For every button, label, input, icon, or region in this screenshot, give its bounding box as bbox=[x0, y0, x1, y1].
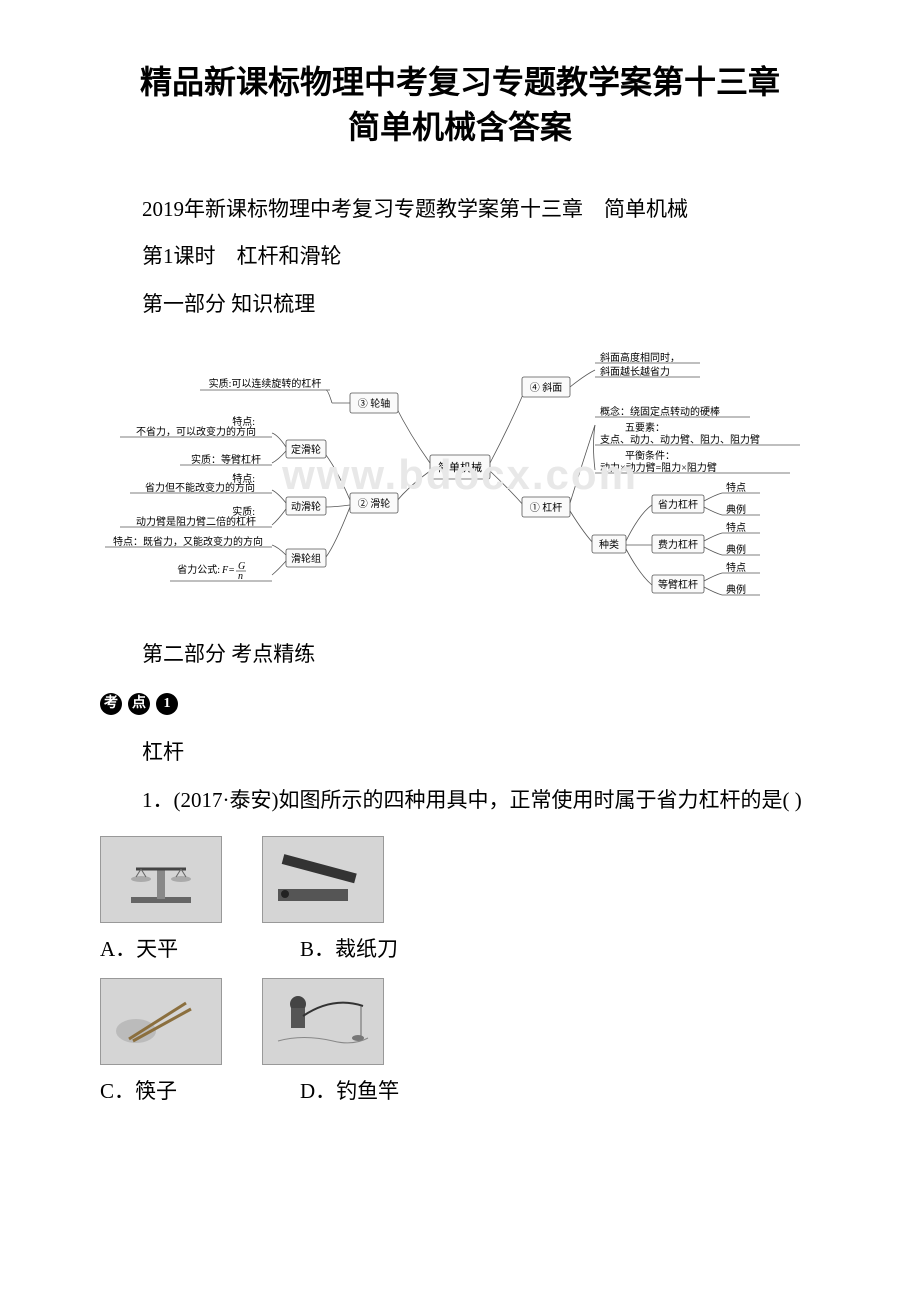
svg-text:动滑轮: 动滑轮 bbox=[291, 500, 321, 513]
svg-text:支点、动力、动力臂、阻力、阻力臂: 支点、动力、动力臂、阻力、阻力臂 bbox=[600, 433, 760, 446]
exam-point-badge: 考 点 1 bbox=[100, 693, 180, 715]
svg-text:动力臂是阻力臂二倍的杠杆: 动力臂是阻力臂二倍的杠杆 bbox=[136, 515, 256, 528]
option-labels-row-2: C．筷子 D．钓鱼竿 bbox=[100, 1075, 820, 1105]
svg-text:不省力，可以改变力的方向: 不省力，可以改变力的方向 bbox=[136, 425, 256, 438]
option-a: A．天平 bbox=[100, 933, 260, 963]
svg-text:省力但不能改变力的方向: 省力但不能改变力的方向 bbox=[145, 481, 255, 494]
svg-text:平衡条件：: 平衡条件： bbox=[625, 449, 675, 462]
option-images-row-2 bbox=[100, 978, 820, 1065]
svg-text:简单机械: 简单机械 bbox=[438, 460, 482, 474]
svg-text:斜面越长越省力: 斜面越长越省力 bbox=[600, 365, 670, 378]
svg-text:省力杠杆: 省力杠杆 bbox=[658, 498, 698, 511]
svg-text:② 滑轮: ② 滑轮 bbox=[358, 497, 391, 510]
svg-text:滑轮组: 滑轮组 bbox=[291, 552, 321, 565]
question-1: 1．(2017·泰安)如图所示的四种用具中，正常使用时属于省力杠杆的是( ) bbox=[100, 781, 820, 821]
image-balance-scale bbox=[100, 836, 222, 923]
svg-text:省力公式:: 省力公式: bbox=[177, 563, 220, 576]
svg-text:特点: 特点 bbox=[726, 482, 746, 494]
svg-text:典例: 典例 bbox=[726, 503, 746, 516]
topic-text: 杠杆 bbox=[100, 733, 820, 773]
svg-text:实质：等臂杠杆: 实质：等臂杠杆 bbox=[191, 453, 261, 466]
option-d: D．钓鱼竿 bbox=[300, 1075, 460, 1105]
image-paper-cutter bbox=[262, 836, 384, 923]
title-line-1: 精品新课标物理中考复习专题教学案第十三章 bbox=[140, 64, 780, 100]
svg-text:斜面高度相同时，: 斜面高度相同时， bbox=[600, 351, 680, 364]
svg-text:实质:可以连续旋转的杠杆: 实质:可以连续旋转的杠杆 bbox=[209, 377, 322, 390]
svg-text:种类: 种类 bbox=[599, 538, 619, 551]
svg-text:特点: 特点 bbox=[726, 562, 746, 574]
lesson-text: 第1课时 杠杆和滑轮 bbox=[100, 237, 820, 277]
mindmap-diagram: www.bdocx.com .box { fill: #fafafa; stro… bbox=[100, 335, 820, 615]
svg-text:概念：绕固定点转动的硬棒: 概念：绕固定点转动的硬棒 bbox=[600, 405, 720, 418]
option-images-row-1 bbox=[100, 836, 820, 923]
svg-text:特点：既省力，又能改变力的方向: 特点：既省力，又能改变力的方向 bbox=[113, 535, 263, 548]
svg-text:特点: 特点 bbox=[726, 522, 746, 534]
mindmap-svg: .box { fill: #fafafa; stroke: #555; stro… bbox=[100, 335, 820, 615]
svg-text:典例: 典例 bbox=[726, 583, 746, 596]
document-title: 精品新课标物理中考复习专题教学案第十三章 简单机械含答案 bbox=[100, 60, 820, 150]
option-c: C．筷子 bbox=[100, 1075, 260, 1105]
image-fishing-rod bbox=[262, 978, 384, 1065]
svg-text:动力×动力臂=阻力×阻力臂: 动力×动力臂=阻力×阻力臂 bbox=[600, 461, 717, 474]
part1-title: 第一部分 知识梳理 bbox=[100, 285, 820, 325]
svg-text:定滑轮: 定滑轮 bbox=[291, 443, 321, 456]
part2-title: 第二部分 考点精练 bbox=[100, 635, 820, 675]
svg-text:等臂杠杆: 等臂杠杆 bbox=[658, 578, 698, 591]
option-b: B．裁纸刀 bbox=[300, 933, 460, 963]
svg-text:④ 斜面: ④ 斜面 bbox=[530, 381, 563, 394]
option-labels-row-1: A．天平 B．裁纸刀 bbox=[100, 933, 820, 963]
svg-text:n: n bbox=[238, 571, 243, 582]
title-line-2: 简单机械含答案 bbox=[348, 109, 572, 145]
badge-kao: 考 bbox=[100, 693, 122, 715]
badge-num: 1 bbox=[156, 693, 178, 715]
svg-text:F=: F= bbox=[221, 565, 235, 576]
badge-dian: 点 bbox=[128, 693, 150, 715]
svg-text:五要素：: 五要素： bbox=[625, 421, 665, 434]
svg-text:费力杠杆: 费力杠杆 bbox=[658, 538, 698, 551]
intro-text: 2019年新课标物理中考复习专题教学案第十三章 简单机械 bbox=[100, 190, 820, 230]
svg-text:典例: 典例 bbox=[726, 543, 746, 556]
svg-text:③ 轮轴: ③ 轮轴 bbox=[358, 397, 391, 410]
svg-text:① 杠杆: ① 杠杆 bbox=[530, 501, 563, 514]
image-chopsticks bbox=[100, 978, 222, 1065]
